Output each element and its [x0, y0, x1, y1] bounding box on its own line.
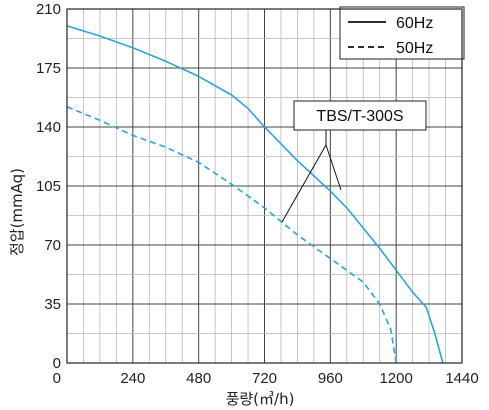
- legend-label-50hz: 50Hz: [396, 40, 433, 57]
- y-axis-label: 정압(mmAq): [8, 168, 26, 256]
- callout-label: TBS/T-300S: [316, 108, 403, 125]
- y-tick-label: 0: [53, 355, 61, 372]
- legend-label-60hz: 60Hz: [396, 15, 433, 32]
- x-axis-label: 풍량(㎥/h): [226, 390, 295, 408]
- x-tick-label: 240: [120, 370, 145, 387]
- y-tick-label: 140: [36, 119, 61, 136]
- grid: [67, 9, 462, 363]
- y-tick-labels: 0 35 70 105 140 175 210: [36, 1, 61, 372]
- legend-box: [339, 6, 465, 60]
- callout: TBS/T-300S: [281, 100, 427, 223]
- y-tick-label: 105: [36, 178, 61, 195]
- x-tick-label: 480: [186, 370, 211, 387]
- y-tick-label: 70: [44, 237, 61, 254]
- y-tick-label: 175: [36, 60, 61, 77]
- plot-frame: [66, 8, 463, 364]
- series-lines: [66, 25, 444, 364]
- callout-leader-60hz: [325, 144, 342, 191]
- x-tick-label: 1440: [445, 370, 478, 387]
- series-line-60hz: [66, 25, 444, 364]
- callout-box: [293, 100, 427, 131]
- x-tick-label: 0: [53, 370, 61, 387]
- y-tick-label: 210: [36, 1, 61, 18]
- y-tick-label: 35: [44, 296, 61, 313]
- x-tick-label: 960: [318, 370, 343, 387]
- series-line-50hz: [66, 106, 397, 364]
- callout-leader-50hz: [281, 144, 327, 223]
- legend: 60Hz 50Hz: [339, 6, 465, 60]
- x-tick-labels: 0 240 480 720 960 1200 1440: [53, 370, 479, 387]
- x-tick-label: 720: [252, 370, 277, 387]
- x-tick-label: 1200: [379, 370, 412, 387]
